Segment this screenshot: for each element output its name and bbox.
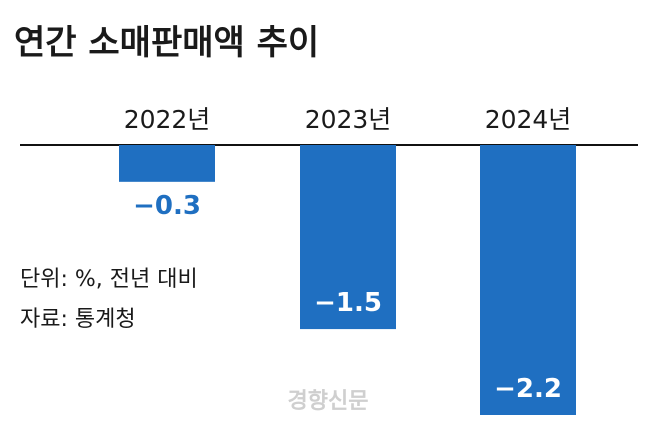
data-label: −1.5	[314, 288, 382, 318]
unit-note: 단위: %, 전년 대비	[20, 267, 198, 292]
bar	[119, 145, 215, 182]
bar	[480, 145, 576, 415]
data-label: −0.3	[133, 191, 201, 221]
bar	[300, 145, 396, 330]
category-label: 2022년	[124, 105, 211, 134]
source-note: 자료: 통계청	[20, 307, 136, 332]
category-label: 2024년	[485, 105, 572, 134]
category-label: 2023년	[305, 105, 392, 134]
data-label: −2.2	[494, 374, 562, 404]
watermark-logo: 경향신문	[288, 389, 369, 414]
chart-title: 연간 소매판매액 추이	[14, 23, 319, 63]
bars-group: 2022년 −0.3 2023년 −1.5 2024년 −2.2	[119, 105, 576, 415]
